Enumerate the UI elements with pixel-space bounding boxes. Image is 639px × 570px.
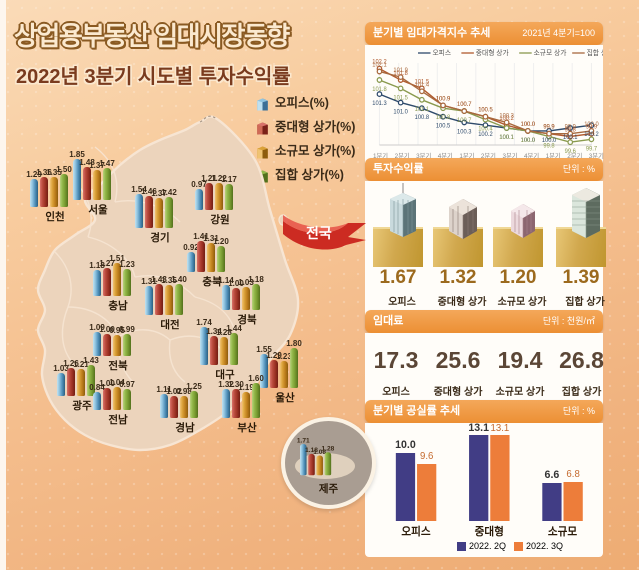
svg-text:100.3: 100.3	[499, 113, 514, 119]
svg-text:100.9: 100.9	[436, 96, 450, 102]
svg-text:100.0: 100.0	[584, 122, 599, 128]
svg-text:99.9: 99.9	[565, 125, 576, 131]
svg-text:100.1: 100.1	[499, 135, 513, 141]
svg-text:소규모 상가: 소규모 상가	[534, 48, 568, 57]
svg-text:오피스: 오피스	[432, 48, 451, 57]
svg-text:100.0: 100.0	[521, 122, 536, 128]
svg-text:13.1: 13.1	[491, 423, 510, 434]
svg-text:101.1: 101.1	[415, 107, 429, 113]
svg-text:101.5: 101.5	[393, 95, 408, 101]
svg-text:100.7: 100.7	[457, 102, 471, 108]
svg-text:101.3: 101.3	[372, 101, 387, 107]
svg-text:100.4: 100.4	[478, 127, 493, 133]
svg-text:100.5: 100.5	[436, 124, 451, 130]
svg-text:100.8: 100.8	[436, 115, 451, 121]
svg-text:중대형 상가: 중대형 상가	[476, 48, 510, 57]
svg-text:102.1: 102.1	[372, 62, 386, 68]
svg-text:101.8: 101.8	[372, 87, 387, 93]
svg-text:101.4: 101.4	[415, 82, 430, 88]
svg-text:6.6: 6.6	[545, 469, 560, 481]
svg-text:100.2: 100.2	[584, 132, 598, 138]
svg-text:집합 상가: 집합 상가	[587, 48, 603, 57]
svg-text:100.5: 100.5	[478, 108, 493, 114]
svg-text:소규모: 소규모	[548, 525, 577, 538]
svg-text:100.3: 100.3	[457, 129, 472, 135]
svg-text:전국: 전국	[306, 225, 332, 241]
svg-text:101.0: 101.0	[393, 110, 408, 116]
svg-text:13.1: 13.1	[468, 423, 489, 434]
svg-text:101.9: 101.9	[393, 68, 407, 74]
svg-text:오피스: 오피스	[401, 524, 430, 538]
svg-text:100.8: 100.8	[415, 115, 430, 121]
svg-text:99.9: 99.9	[543, 125, 554, 131]
svg-text:100.1: 100.1	[563, 135, 577, 141]
svg-text:6.8: 6.8	[566, 469, 580, 480]
svg-text:99.8: 99.8	[543, 143, 555, 149]
svg-text:10.0: 10.0	[395, 439, 416, 451]
svg-text:중대형: 중대형	[475, 524, 504, 538]
svg-text:100.2: 100.2	[478, 132, 492, 138]
svg-text:100.0: 100.0	[521, 138, 536, 144]
svg-text:9.6: 9.6	[420, 451, 434, 462]
svg-text:100.7: 100.7	[457, 118, 471, 124]
